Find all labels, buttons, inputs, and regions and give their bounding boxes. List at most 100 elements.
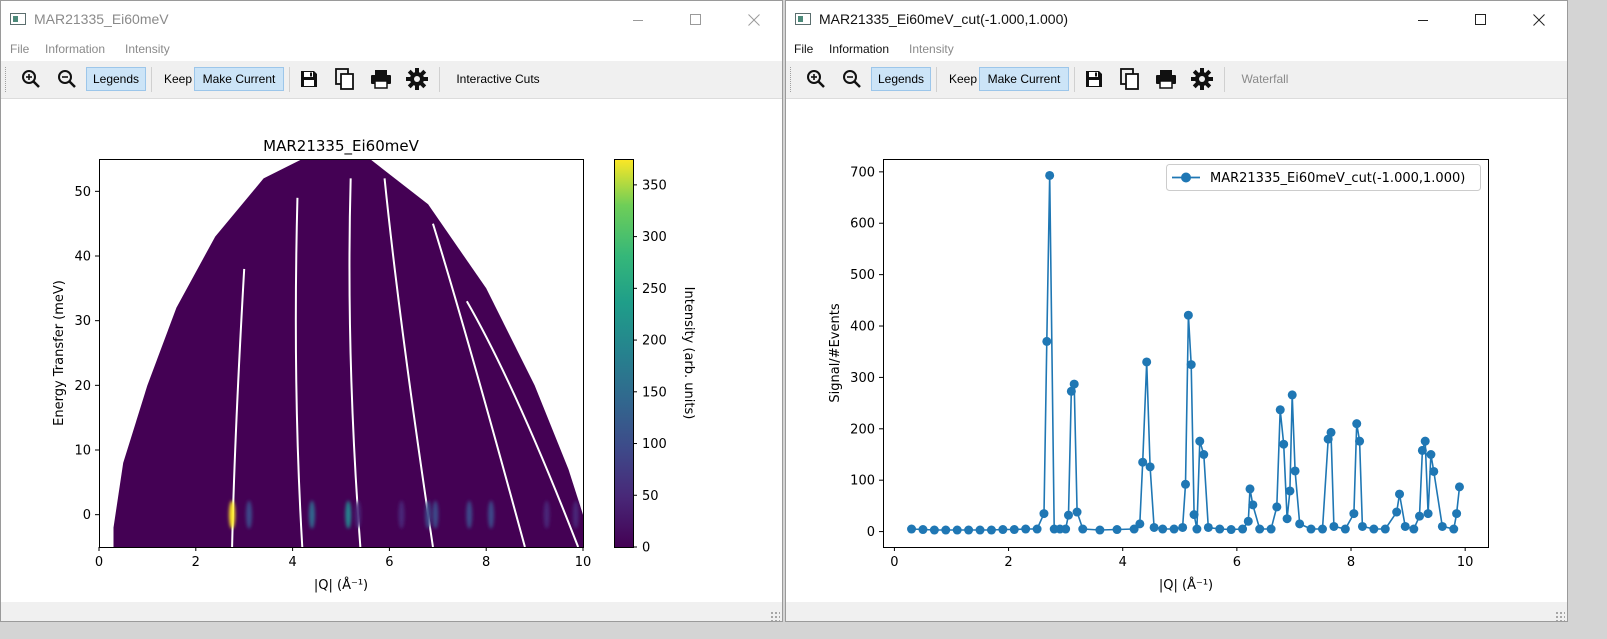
data-point	[1245, 484, 1255, 494]
toolbar-separator	[1074, 67, 1075, 92]
toolbar-grip[interactable]	[790, 67, 793, 92]
size-grip[interactable]	[770, 611, 780, 621]
plot-canvas[interactable]: 0 2 4 6 8 10 0 100 200 300 400 500 600 700 |Q| (Å⁻¹)…	[786, 99, 1567, 602]
y-tick-label: 700	[850, 165, 875, 180]
data-point	[1417, 445, 1427, 455]
menu-intensity[interactable]: Intensity	[909, 42, 954, 56]
data-point	[1032, 524, 1042, 534]
data-point	[1352, 419, 1362, 429]
colorbar-tick-label: 250	[642, 282, 667, 297]
copy-icon[interactable]	[1118, 67, 1142, 91]
data-point	[1238, 524, 1248, 534]
data-point	[1380, 524, 1390, 534]
copy-icon[interactable]	[333, 67, 357, 91]
axes-frame	[99, 159, 584, 548]
colorbar-tick-label: 200	[642, 334, 667, 349]
data-point	[1063, 510, 1073, 520]
keep-button[interactable]: Keep	[948, 72, 978, 86]
print-icon[interactable]	[1154, 67, 1178, 91]
y-tick-label: 40	[74, 250, 91, 265]
menu-file[interactable]: File	[794, 42, 814, 56]
make-current-toggle[interactable]: Make Current	[194, 67, 284, 91]
title-bar[interactable]: MAR21335_Ei60meV_cut(-1.000,1.000)	[786, 1, 1567, 37]
menu-information[interactable]: Information	[45, 42, 106, 56]
bragg-hotspot	[432, 500, 439, 529]
zoom-out-icon[interactable]	[55, 67, 79, 91]
data-point	[1042, 336, 1052, 346]
data-point	[1145, 462, 1155, 472]
cut-plot[interactable]: 0 2 4 6 8 10 0 100 200 300 400 500 600 700 |Q| (Å⁻¹)…	[786, 99, 1567, 602]
data-point	[1178, 522, 1188, 532]
bragg-hotspot	[543, 500, 550, 529]
data-point	[1426, 449, 1436, 459]
data-point	[1423, 509, 1433, 519]
detector-gap-line	[383, 178, 434, 547]
gear-icon[interactable]	[1190, 67, 1214, 91]
colormap-plot[interactable]: MAR21335_Ei60meV 0 2 4 6 8 10 0 10 20 30 40 50 |Q|…	[1, 99, 782, 602]
data-point	[1420, 436, 1430, 446]
data-point	[1400, 521, 1410, 531]
keep-button[interactable]: Keep	[163, 72, 193, 86]
legends-toggle[interactable]: Legends	[86, 67, 146, 91]
bragg-hotspot	[354, 500, 361, 529]
waterfall-button[interactable]: Waterfall	[1241, 72, 1289, 86]
bragg-hotspot	[229, 500, 236, 529]
data-point	[1357, 521, 1367, 531]
menu-bar: File Information Intensity	[786, 37, 1567, 61]
gear-icon[interactable]	[405, 67, 429, 91]
data-point	[1095, 525, 1105, 535]
colorbar-tick-label: 300	[642, 230, 667, 245]
data-point	[1186, 360, 1196, 370]
x-tick-label: 4	[288, 555, 296, 570]
data-point	[975, 525, 985, 535]
size-grip[interactable]	[1555, 611, 1565, 621]
save-icon[interactable]	[1082, 67, 1106, 91]
data-point	[1295, 519, 1305, 529]
data-point	[1349, 509, 1359, 519]
data-point	[1138, 457, 1148, 467]
zoom-in-icon[interactable]	[19, 67, 43, 91]
menu-intensity[interactable]: Intensity	[125, 42, 170, 56]
data-point	[1340, 524, 1350, 534]
toolbar-separator	[151, 67, 152, 92]
y-tick-label: 10	[74, 444, 91, 459]
y-tick-label: 30	[74, 314, 91, 329]
chart-title: MAR21335_Ei60meV	[263, 137, 419, 156]
data-point	[1395, 489, 1405, 499]
bragg-hotspot	[488, 500, 495, 529]
data-point	[1282, 514, 1292, 524]
data-point	[1142, 357, 1152, 367]
data-point	[1355, 436, 1365, 446]
data-point	[1112, 525, 1122, 535]
print-icon[interactable]	[369, 67, 393, 91]
maximize-icon[interactable]	[673, 7, 719, 33]
data-point	[1215, 524, 1225, 534]
bragg-hotspot	[425, 500, 432, 529]
y-axis-label: Energy Transfer (meV)	[52, 280, 67, 426]
data-point	[1317, 524, 1327, 534]
menu-information[interactable]: Information	[829, 42, 890, 56]
plot-canvas[interactable]: MAR21335_Ei60meV 0 2 4 6 8 10 0 10 20 30 40 50 |Q|…	[1, 99, 782, 602]
menu-file[interactable]: File	[10, 42, 30, 56]
close-icon[interactable]	[1516, 7, 1562, 33]
x-tick-label: 6	[1233, 555, 1241, 570]
detector-gap-line	[465, 300, 580, 547]
title-bar[interactable]: MAR21335_Ei60meV	[1, 1, 782, 37]
save-icon[interactable]	[297, 67, 321, 91]
data-point	[1169, 524, 1179, 534]
legend: MAR21335_Ei60meV_cut(-1.000,1.000)	[1166, 164, 1481, 191]
x-tick-label: 0	[890, 555, 898, 570]
interactive-cuts-button[interactable]: Interactive Cuts	[456, 72, 540, 86]
legends-toggle[interactable]: Legends	[871, 67, 931, 91]
close-icon[interactable]	[731, 7, 777, 33]
toolbar-separator	[439, 67, 440, 92]
maximize-icon[interactable]	[1458, 7, 1504, 33]
data-point	[1369, 524, 1379, 534]
zoom-in-icon[interactable]	[804, 67, 828, 91]
y-tick-label: 0	[867, 525, 875, 540]
minimize-icon[interactable]	[615, 7, 661, 33]
toolbar-grip[interactable]	[5, 67, 8, 92]
make-current-toggle[interactable]: Make Current	[979, 67, 1069, 91]
minimize-icon[interactable]	[1400, 7, 1446, 33]
zoom-out-icon[interactable]	[840, 67, 864, 91]
